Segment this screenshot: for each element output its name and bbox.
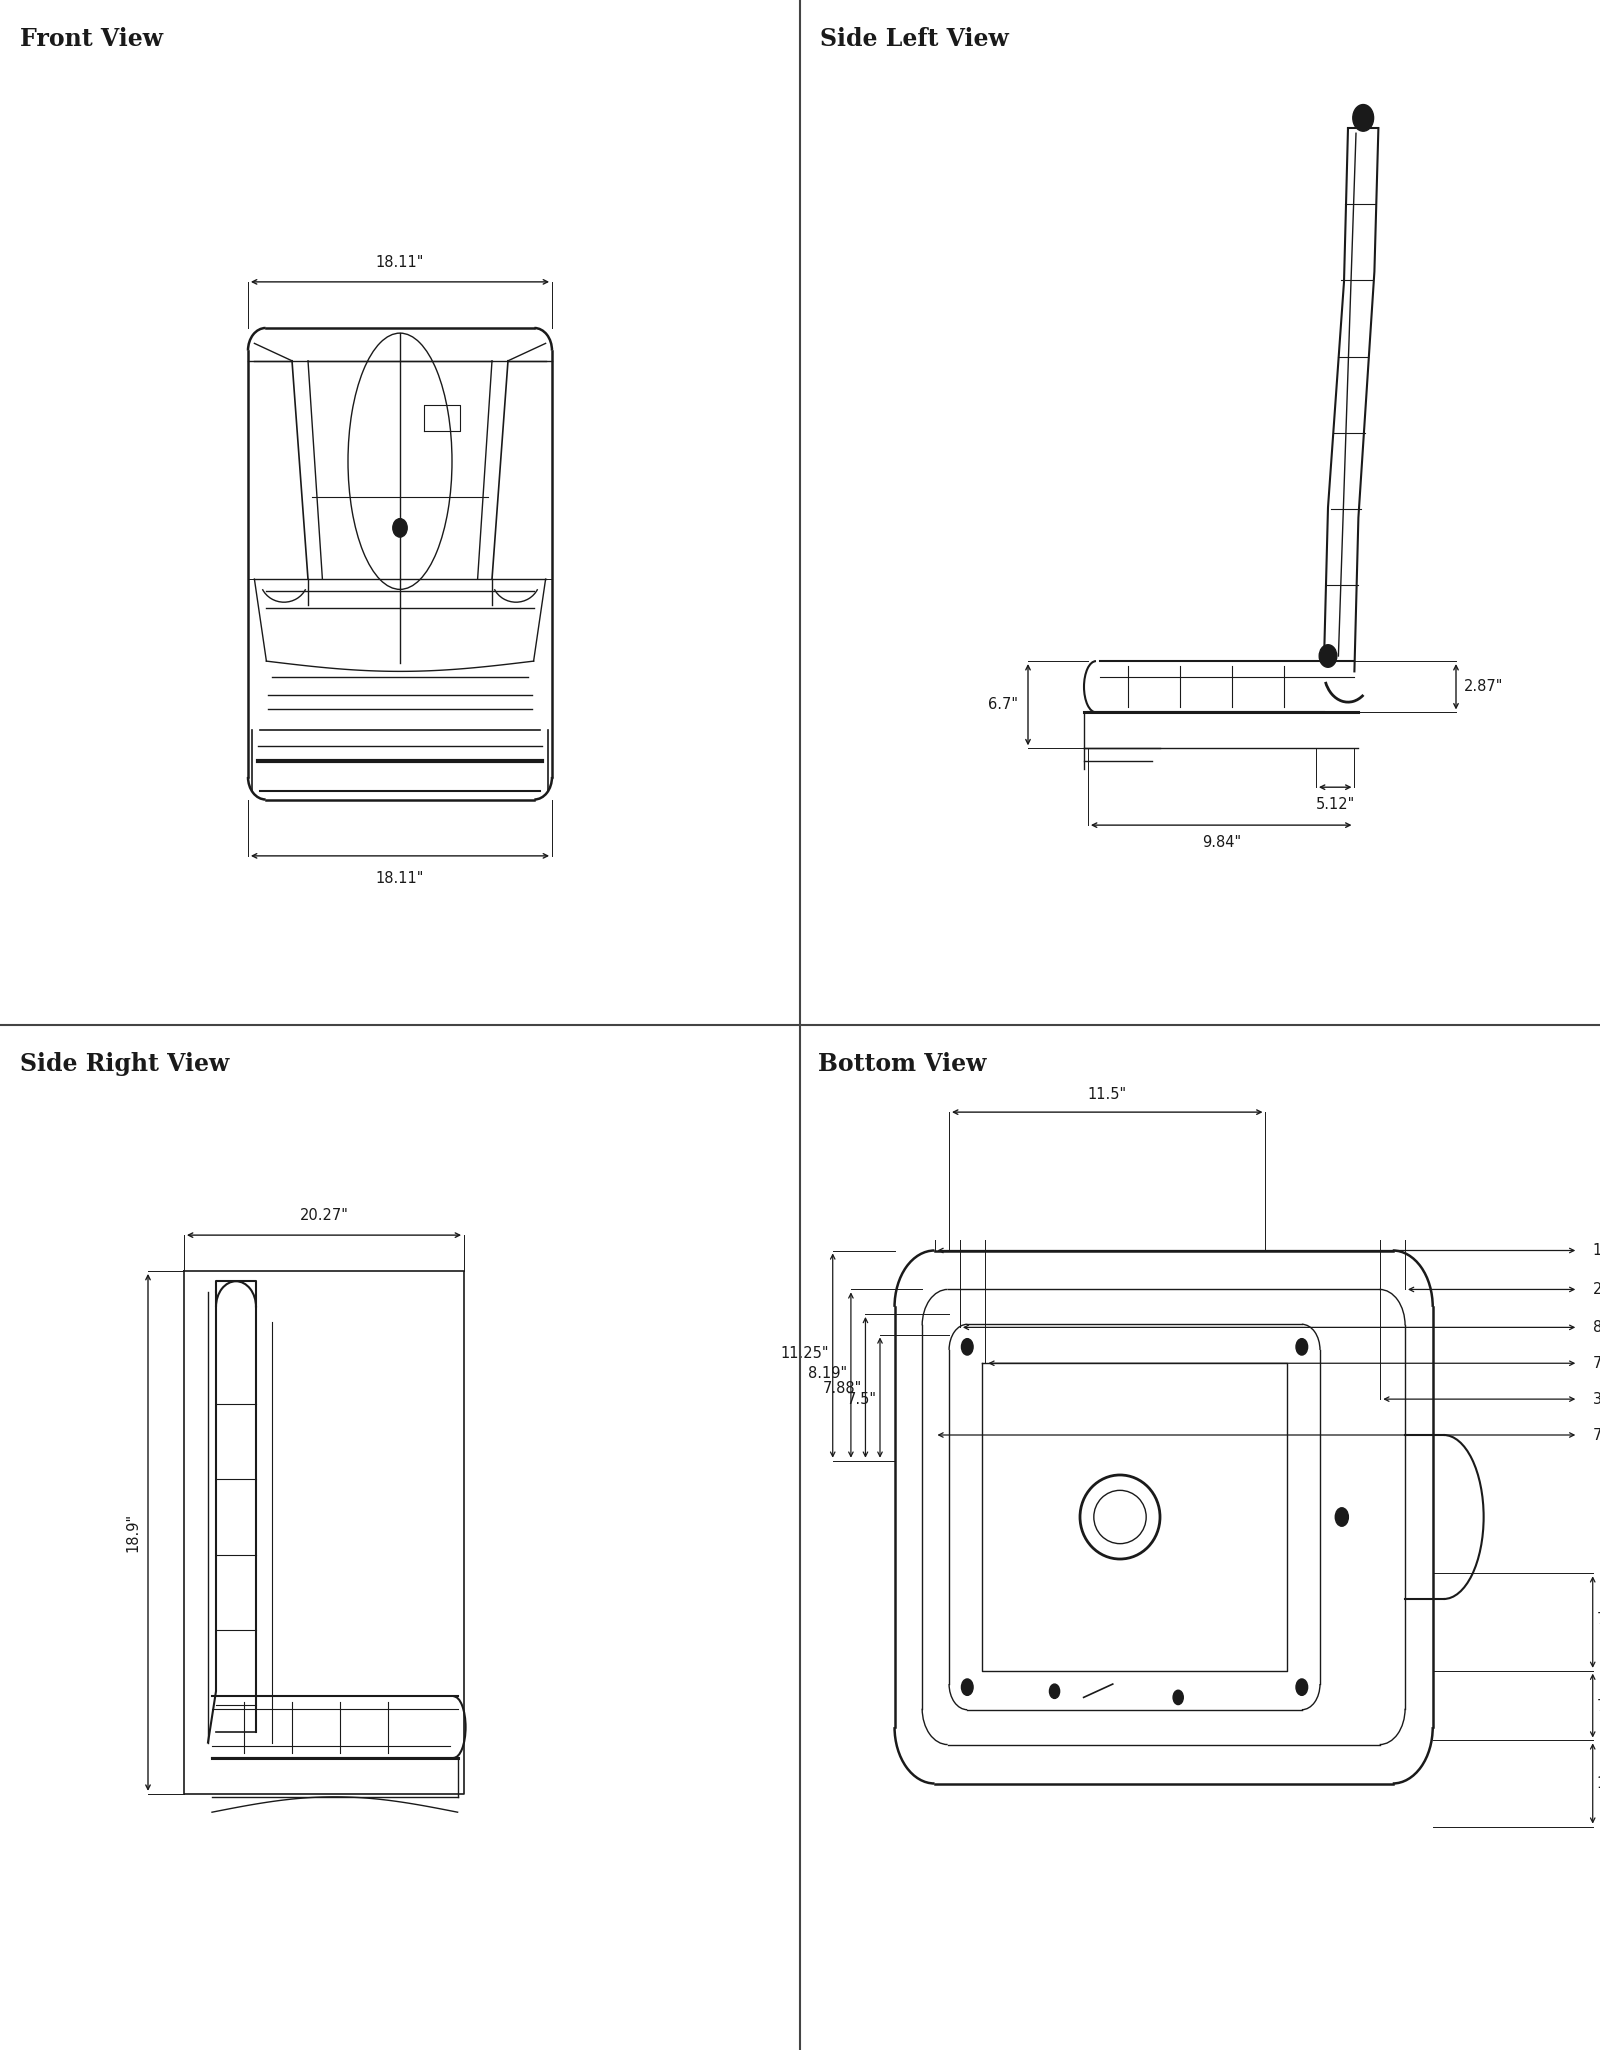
Text: 20.27": 20.27" bbox=[299, 1207, 349, 1222]
Text: Side Left View: Side Left View bbox=[819, 27, 1008, 51]
Text: 5.12": 5.12" bbox=[1315, 797, 1355, 812]
Text: 2.81": 2.81" bbox=[1592, 1281, 1600, 1298]
Text: 10.81": 10.81" bbox=[1592, 1242, 1600, 1259]
Circle shape bbox=[962, 1339, 973, 1355]
Text: 6.7": 6.7" bbox=[989, 697, 1018, 711]
Text: 11.25": 11.25" bbox=[1597, 1775, 1600, 1792]
Circle shape bbox=[1173, 1689, 1184, 1706]
Text: 3.74": 3.74" bbox=[1592, 1392, 1600, 1406]
Circle shape bbox=[1050, 1685, 1059, 1697]
Text: 18.11": 18.11" bbox=[376, 254, 424, 271]
Circle shape bbox=[1336, 1509, 1349, 1525]
Circle shape bbox=[1296, 1679, 1307, 1695]
Text: 9.84": 9.84" bbox=[1202, 836, 1240, 851]
Text: 7.88": 7.88" bbox=[822, 1382, 862, 1396]
Circle shape bbox=[1354, 105, 1374, 131]
Circle shape bbox=[962, 1679, 973, 1695]
Circle shape bbox=[394, 519, 408, 537]
Text: 7.5": 7.5" bbox=[1597, 1611, 1600, 1628]
Text: 8.77": 8.77" bbox=[1592, 1320, 1600, 1335]
Text: 7": 7" bbox=[1592, 1355, 1600, 1371]
Text: Bottom View: Bottom View bbox=[818, 1052, 987, 1076]
Text: 18.11": 18.11" bbox=[376, 871, 424, 886]
Circle shape bbox=[1296, 1339, 1307, 1355]
Text: 7.5": 7.5" bbox=[1592, 1427, 1600, 1443]
Text: 11.25": 11.25" bbox=[781, 1345, 829, 1361]
Text: Side Right View: Side Right View bbox=[19, 1052, 229, 1076]
Text: 7.88": 7.88" bbox=[1597, 1699, 1600, 1714]
Text: Front View: Front View bbox=[19, 27, 163, 51]
Text: 11.5": 11.5" bbox=[1088, 1086, 1126, 1103]
Text: 7.5": 7.5" bbox=[846, 1392, 877, 1406]
Text: 18.9": 18.9" bbox=[125, 1513, 139, 1552]
Text: 2.87": 2.87" bbox=[1464, 679, 1504, 695]
Circle shape bbox=[1318, 644, 1338, 668]
Text: 8.19": 8.19" bbox=[808, 1365, 848, 1382]
